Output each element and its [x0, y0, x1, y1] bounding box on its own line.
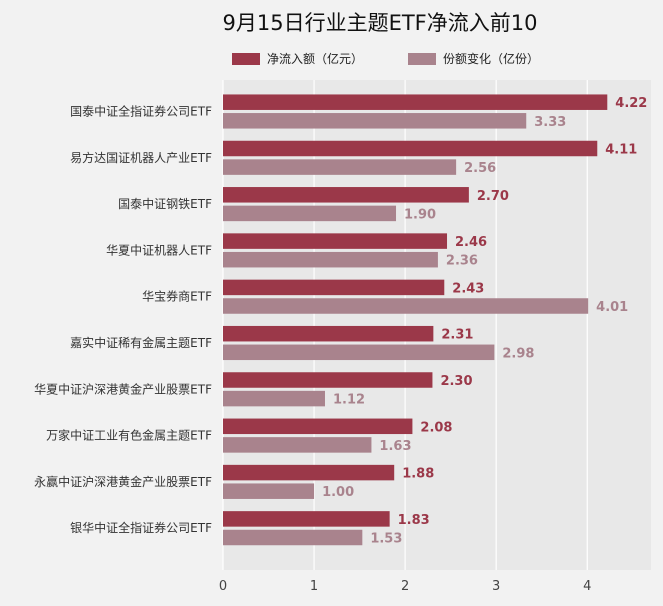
net-inflow-value-label: 4.11 — [605, 143, 637, 158]
category-label: 华夏中证沪深港黄金产业股票ETF — [34, 381, 212, 396]
share-change-bar — [223, 390, 325, 407]
category-label: 万家中证工业有色金属主题ETF — [46, 428, 212, 443]
category-label: 华夏中证机器人ETF — [106, 242, 212, 257]
share-change-value-label: 2.56 — [464, 161, 496, 176]
net-inflow-value-label: 2.43 — [452, 281, 484, 296]
share-change-bar — [223, 298, 589, 314]
net-inflow-bar — [223, 418, 413, 435]
x-tick-label: 2 — [401, 579, 409, 594]
category-label: 嘉实中证稀有金属主题ETF — [70, 335, 212, 350]
legend-swatch-share-change — [408, 53, 436, 65]
share-change-bar — [223, 205, 397, 222]
legend-swatch-net-inflow — [232, 53, 260, 65]
share-change-bar — [223, 159, 457, 175]
value-labels-layer: 4.22 3.33 4.11 2.56 2.70 1.90 2.46 2.36 2.43 4.01… — [322, 96, 647, 546]
share-change-value-label: 4.01 — [596, 300, 628, 315]
net-inflow-bar — [223, 464, 395, 481]
legend: 净流入额（亿元） 份额变化（亿份） — [232, 51, 539, 66]
net-inflow-bar — [223, 187, 469, 203]
x-axis-ticks: 0 1 2 3 4 — [219, 579, 592, 594]
net-inflow-value-label: 2.31 — [441, 328, 473, 343]
share-change-bar — [223, 437, 372, 453]
net-inflow-value-label: 1.88 — [402, 467, 434, 482]
x-tick-label: 0 — [219, 579, 227, 594]
category-label: 国泰中证钢铁ETF — [118, 196, 212, 211]
category-labels-layer: 国泰中证全指证券公司ETF 易方达国证机器人产业ETF 国泰中证钢铁ETF 华夏中证机… — [34, 104, 212, 536]
share-change-bar — [223, 251, 438, 268]
net-inflow-bar — [223, 140, 598, 157]
x-tick-label: 4 — [583, 579, 591, 594]
net-inflow-bar — [223, 372, 433, 388]
share-change-value-label: 1.63 — [379, 439, 411, 454]
category-label: 国泰中证全指证券公司ETF — [70, 104, 212, 119]
share-change-bar — [223, 529, 363, 546]
net-inflow-value-label: 2.08 — [420, 420, 452, 435]
share-change-value-label: 1.90 — [404, 207, 436, 222]
category-label: 永赢中证沪深港黄金产业股票ETF — [34, 474, 212, 489]
net-inflow-bar — [223, 233, 448, 249]
category-label: 银华中证全指证券公司ETF — [70, 520, 212, 535]
category-label: 易方达国证机器人产业ETF — [70, 150, 212, 165]
bars-layer — [223, 94, 608, 546]
net-inflow-bar — [223, 325, 434, 342]
x-tick-label: 3 — [492, 579, 500, 594]
net-inflow-bar — [223, 94, 608, 110]
net-inflow-value-label: 2.70 — [477, 189, 509, 204]
share-change-value-label: 2.98 — [502, 346, 534, 361]
legend-label-net-inflow: 净流入额（亿元） — [267, 51, 363, 66]
net-inflow-bar — [223, 511, 390, 527]
net-inflow-value-label: 2.30 — [440, 374, 472, 389]
net-inflow-value-label: 1.83 — [398, 513, 430, 528]
category-label: 华宝券商ETF — [142, 289, 212, 304]
chart-title: 9月15日行业主题ETF净流入前10 — [223, 11, 538, 35]
share-change-value-label: 1.53 — [370, 532, 402, 547]
net-inflow-bar — [223, 279, 445, 296]
net-inflow-value-label: 2.46 — [455, 235, 487, 250]
net-inflow-value-label: 4.22 — [615, 96, 647, 111]
share-change-value-label: 1.12 — [333, 393, 365, 408]
share-change-bar — [223, 344, 495, 361]
share-change-bar — [223, 113, 527, 129]
share-change-bar — [223, 483, 315, 499]
x-tick-label: 1 — [310, 579, 318, 594]
share-change-value-label: 1.00 — [322, 485, 354, 500]
legend-label-share-change: 份额变化（亿份） — [443, 51, 539, 66]
share-change-value-label: 2.36 — [446, 254, 478, 269]
share-change-value-label: 3.33 — [534, 115, 566, 130]
